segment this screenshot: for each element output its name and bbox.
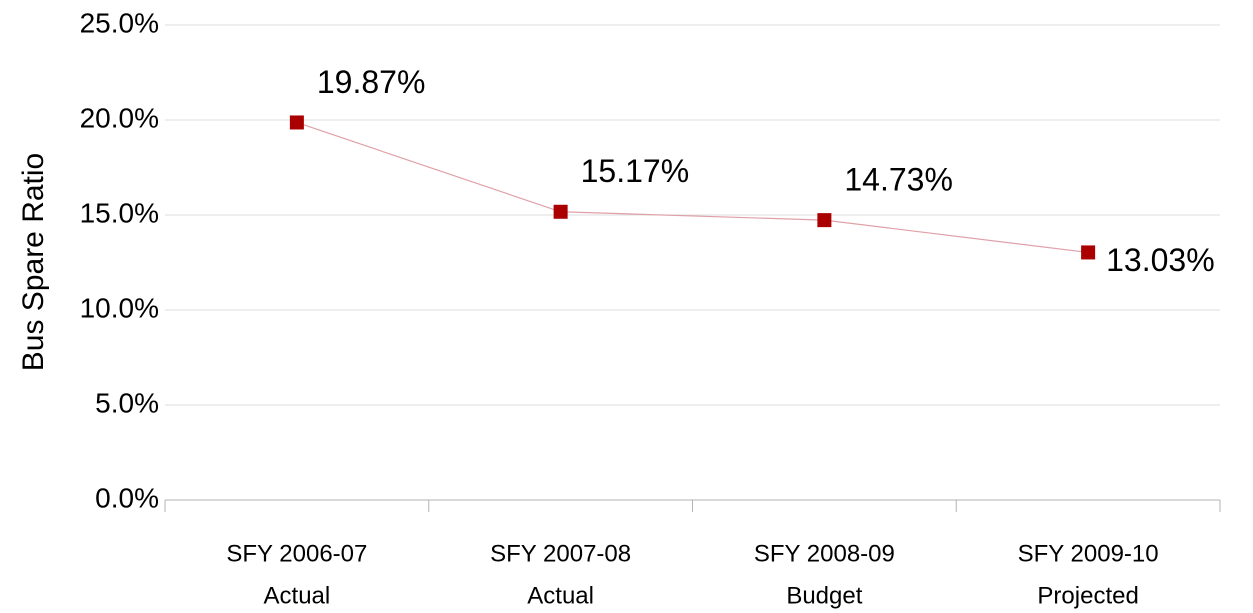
x-tick-label: SFY 2008-09 bbox=[754, 540, 895, 567]
y-tick-label: 25.0% bbox=[80, 7, 159, 38]
series-line bbox=[296, 121, 1089, 254]
x-tick-label: Projected bbox=[1037, 582, 1138, 609]
x-tick-label: SFY 2009-10 bbox=[1018, 540, 1159, 567]
y-tick-label: 5.0% bbox=[95, 387, 159, 418]
data-label: 13.03% bbox=[1106, 242, 1215, 278]
y-axis-label: Bus Spare Ratio bbox=[17, 153, 50, 371]
data-label: 19.87% bbox=[317, 64, 426, 100]
x-tick-label: Budget bbox=[786, 582, 862, 609]
marker bbox=[553, 204, 568, 219]
y-tick-label: 15.0% bbox=[80, 197, 159, 228]
x-tick-label: Actual bbox=[527, 582, 594, 609]
data-label: 14.73% bbox=[844, 162, 953, 198]
x-tick-label: SFY 2006-07 bbox=[226, 540, 367, 567]
x-tick-label: SFY 2007-08 bbox=[490, 540, 631, 567]
data-label: 15.17% bbox=[581, 153, 690, 189]
y-tick-label: 0.0% bbox=[95, 482, 159, 513]
marker bbox=[1081, 245, 1096, 260]
marker bbox=[289, 115, 304, 130]
y-tick-label: 10.0% bbox=[80, 292, 159, 323]
marker bbox=[817, 213, 832, 228]
x-tick-label: Actual bbox=[264, 582, 331, 609]
y-tick-label: 20.0% bbox=[80, 102, 159, 133]
